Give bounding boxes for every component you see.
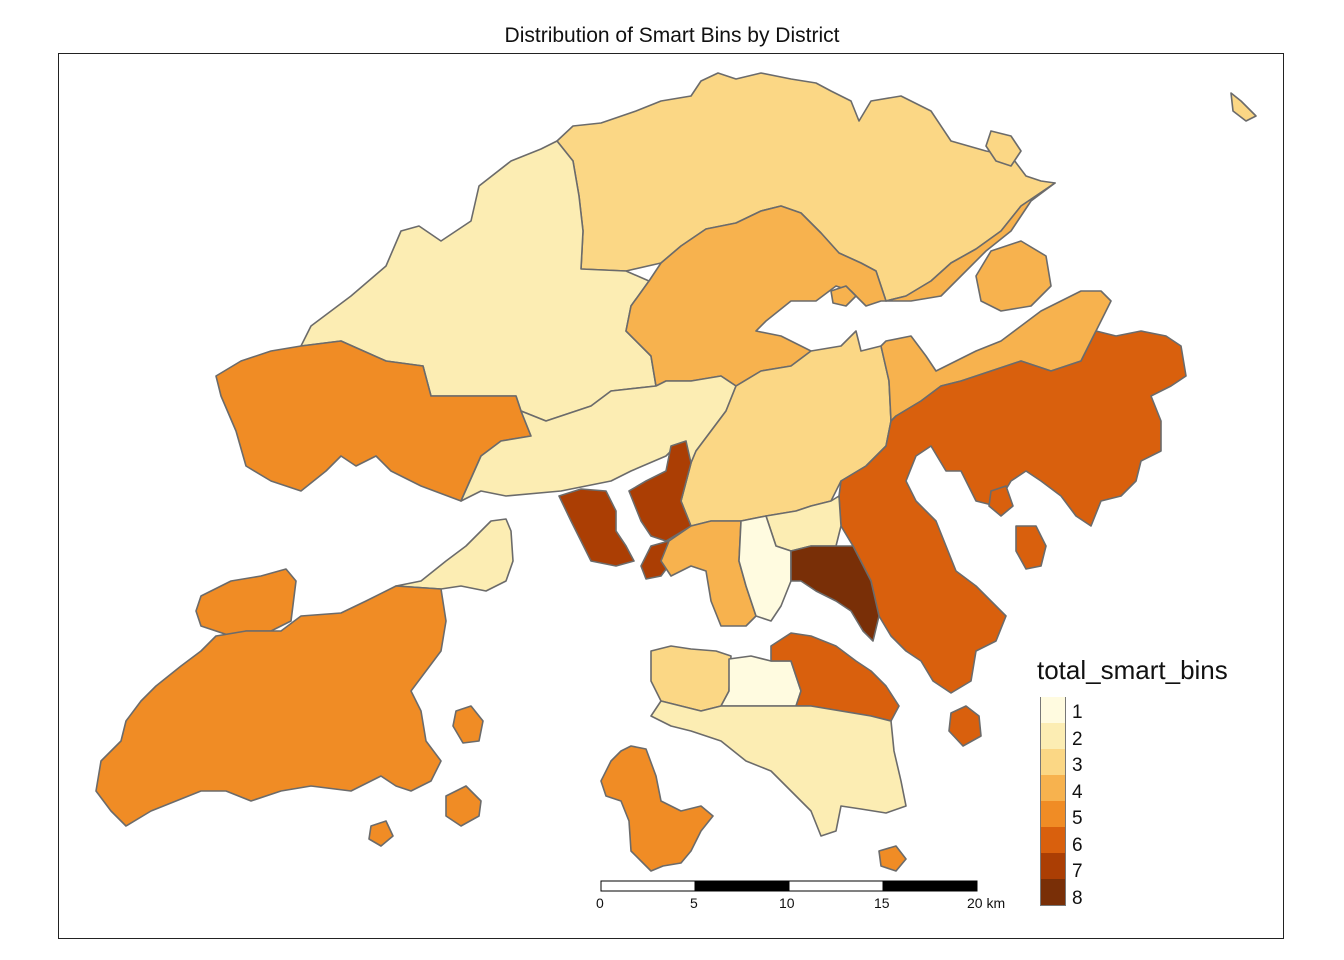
district-sai-kung-islet-c	[988, 485, 1014, 517]
district-islands-cheung-chau	[445, 785, 482, 827]
legend-swatch	[1040, 827, 1066, 853]
district-sai-kung-islet-b	[948, 705, 982, 747]
district-north-islet-a	[830, 285, 857, 307]
scale-bar: 0 5 10 15 20 km	[596, 880, 1005, 911]
legend-swatch	[1040, 801, 1066, 827]
district-kwai-tsing	[558, 488, 635, 567]
district-north-islet-b	[1230, 92, 1257, 122]
district-islands-small-a	[368, 820, 394, 847]
scale-segment	[882, 880, 978, 892]
legend-label: 7	[1072, 861, 1083, 882]
scale-segment	[788, 880, 884, 892]
legend-label: 3	[1072, 755, 1083, 776]
district-yau-tsim-mong	[738, 515, 792, 622]
scale-label-10: 10	[779, 895, 795, 911]
legend-label: 5	[1072, 808, 1083, 829]
district-wan-chai	[720, 655, 802, 707]
legend-swatch	[1040, 853, 1066, 879]
legend-swatch	[1040, 749, 1066, 775]
legend-swatch	[1040, 879, 1066, 906]
district-southern	[650, 700, 907, 837]
district-kwun-tong	[790, 545, 880, 642]
scale-label-15: 15	[874, 895, 890, 911]
scale-label-5: 5	[690, 895, 698, 911]
legend-title: total_smart_bins	[1037, 655, 1228, 685]
district-sham-shui-po	[628, 440, 692, 542]
scale-label-20: 20 km	[967, 895, 1005, 911]
map-title: Distribution of Smart Bins by District	[504, 24, 840, 47]
legend-swatch	[1040, 775, 1066, 801]
district-islands-peng-chau	[452, 705, 484, 744]
map-canvas	[95, 72, 1257, 872]
legend-swatch	[1040, 697, 1066, 723]
legend-label: 1	[1072, 702, 1083, 723]
legend-label: 8	[1072, 888, 1083, 909]
district-tuen-mun	[215, 340, 532, 502]
district-islands-north-lantau	[395, 518, 514, 592]
district-lamma	[600, 745, 714, 872]
district-north-islet-c	[985, 130, 1022, 167]
district-sai-kung-islet-a	[1015, 525, 1047, 570]
district-sai-kung-north-islet	[975, 240, 1052, 312]
scale-label-0: 0	[596, 895, 604, 911]
district-islands-small-b	[878, 845, 907, 872]
legend-label: 2	[1072, 729, 1083, 750]
district-islands-lantau-main	[95, 585, 447, 827]
legend-label: 6	[1072, 835, 1083, 856]
map-frame	[58, 53, 1284, 939]
district-sai-kung	[838, 330, 1187, 694]
scale-segment	[694, 880, 790, 892]
district-islands-lantau	[195, 568, 297, 637]
legend-swatch	[1040, 723, 1066, 749]
scale-segment	[600, 880, 696, 892]
legend-label: 4	[1072, 782, 1083, 803]
